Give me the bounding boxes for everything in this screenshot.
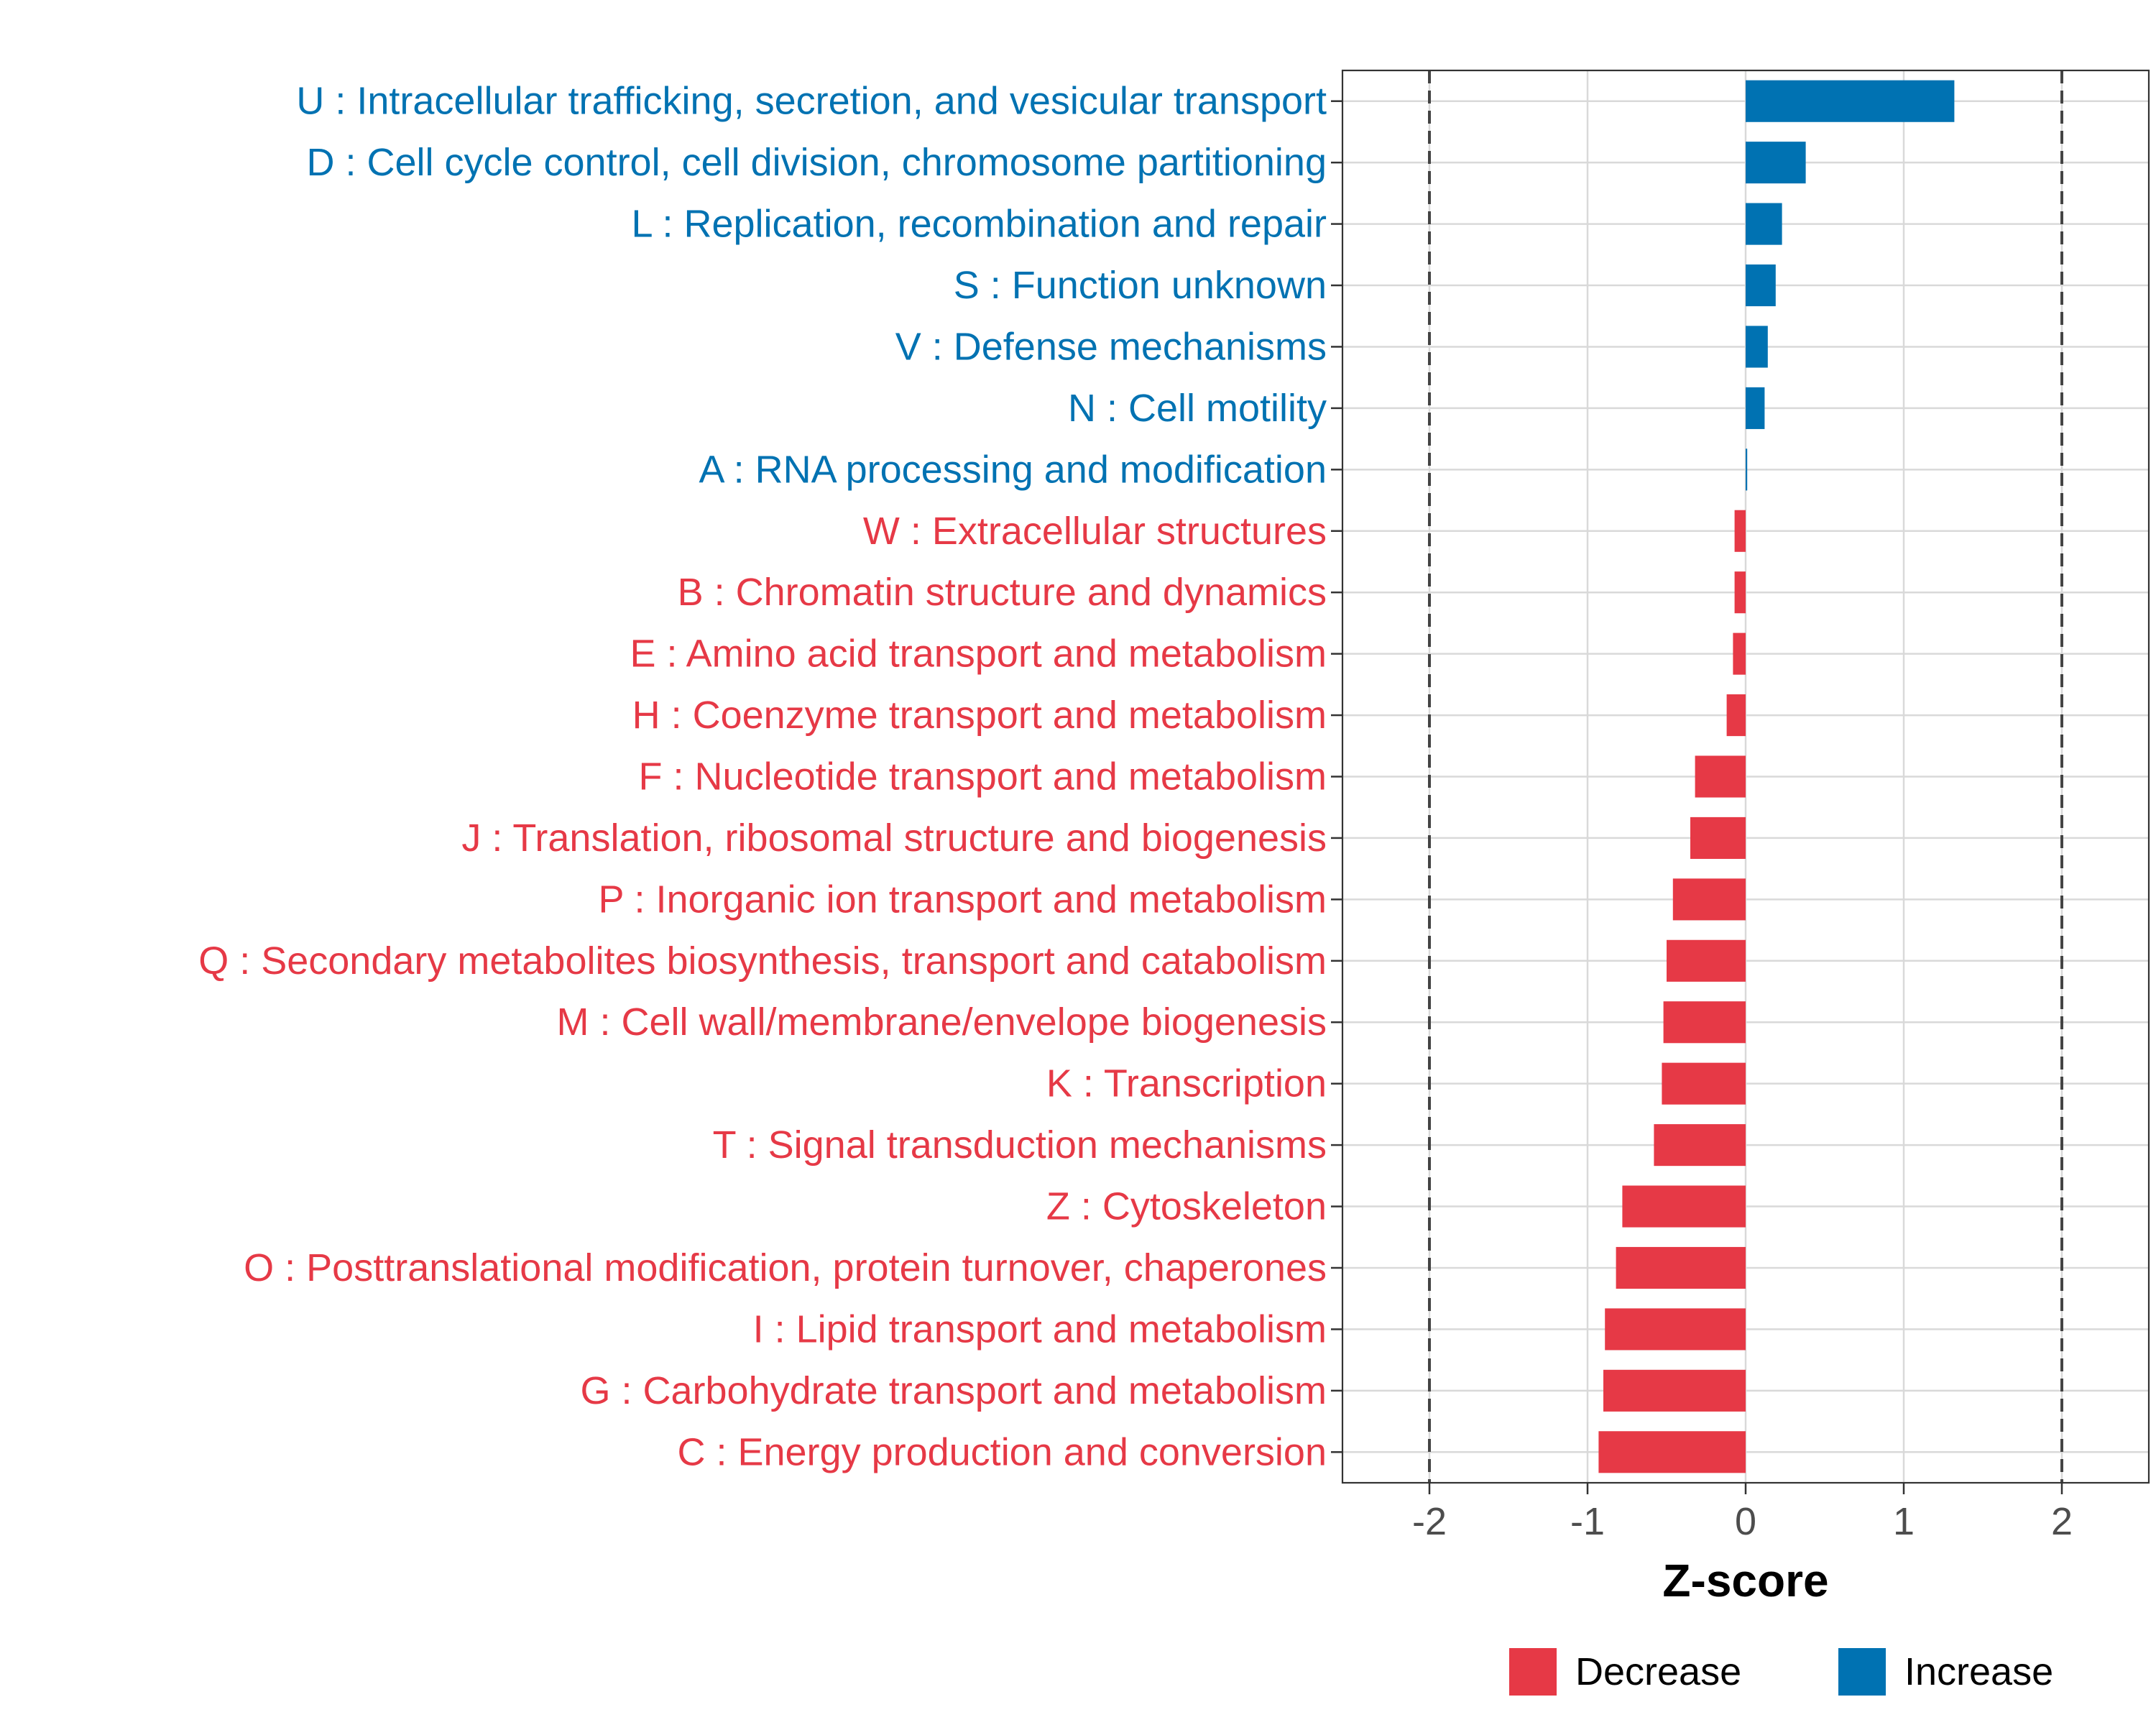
bar [1690, 816, 1746, 859]
category-label: V : Defense mechanisms [895, 325, 1327, 368]
legend-label-decrease: Decrease [1575, 1650, 1741, 1693]
reference-lines [1428, 70, 2063, 1483]
bar [1662, 1062, 1746, 1105]
legend-label-increase: Increase [1904, 1650, 2053, 1693]
bar [1734, 571, 1746, 614]
bar [1746, 80, 1955, 122]
bars [1598, 80, 1955, 1473]
bar [1603, 1369, 1746, 1412]
category-label: P : Inorganic ion transport and metaboli… [598, 878, 1327, 921]
category-label: T : Signal transduction mechanisms [713, 1123, 1327, 1167]
bar [1616, 1246, 1746, 1289]
bar [1734, 510, 1746, 552]
category-label: Q : Secondary metabolites biosynthesis, … [198, 939, 1327, 983]
category-label: I : Lipid transport and metabolism [753, 1307, 1327, 1351]
category-label: G : Carbohydrate transport and metabolis… [581, 1369, 1327, 1412]
bar [1622, 1185, 1746, 1228]
bar [1598, 1431, 1746, 1473]
bar [1605, 1308, 1746, 1351]
legend-key-increase [1838, 1648, 1886, 1696]
category-label: F : Nucleotide transport and metabolism [639, 755, 1327, 799]
category-label: W : Extracellular structures [863, 510, 1327, 553]
x-tick-label: 2 [2051, 1500, 2073, 1543]
bar [1667, 939, 1746, 982]
legend: Decrease Increase [1509, 1648, 2053, 1696]
category-label: K : Transcription [1046, 1062, 1327, 1105]
category-label: O : Posttranslational modification, prot… [244, 1246, 1327, 1289]
bar [1726, 694, 1746, 737]
x-tick-label: -2 [1412, 1500, 1447, 1543]
bar [1695, 755, 1746, 798]
bar [1746, 264, 1776, 307]
category-label: M : Cell wall/membrane/envelope biogenes… [556, 1000, 1327, 1044]
category-label: A : RNA processing and modification [699, 448, 1327, 491]
category-label: C : Energy production and conversion [677, 1430, 1327, 1473]
category-label: B : Chromatin structure and dynamics [678, 571, 1327, 614]
legend-key-decrease [1509, 1648, 1557, 1696]
category-label: H : Coenzyme transport and metabolism [632, 694, 1327, 737]
y-axis-category-labels: U : Intracellular trafficking, secretion… [198, 80, 1327, 1474]
bar [1672, 878, 1746, 921]
bar [1654, 1124, 1746, 1167]
category-label: U : Intracellular trafficking, secretion… [296, 80, 1327, 123]
bar [1733, 632, 1746, 675]
bar [1746, 326, 1768, 368]
category-label: J : Translation, ribosomal structure and… [461, 816, 1327, 860]
category-label: S : Function unknown [954, 264, 1327, 307]
category-label: E : Amino acid transport and metabolism [630, 632, 1327, 676]
category-label: N : Cell motility [1068, 387, 1327, 430]
category-label: Z : Cytoskeleton [1046, 1185, 1327, 1228]
bar [1746, 203, 1782, 245]
category-label: D : Cell cycle control, cell division, c… [306, 141, 1327, 184]
x-axis-title: Z-score [1662, 1555, 1828, 1606]
x-tick-label: -1 [1570, 1500, 1605, 1543]
bar [1746, 387, 1765, 429]
bar [1663, 1001, 1746, 1044]
x-tick-label: 0 [1735, 1500, 1756, 1543]
y-axis-ticks [1331, 100, 1342, 1453]
x-axis-ticks: -2 -1 0 1 2 [1412, 1483, 2073, 1543]
category-label: L : Replication, recombination and repai… [631, 203, 1327, 246]
bar [1746, 142, 1806, 184]
x-tick-label: 1 [1893, 1500, 1915, 1543]
bar [1746, 448, 1748, 491]
